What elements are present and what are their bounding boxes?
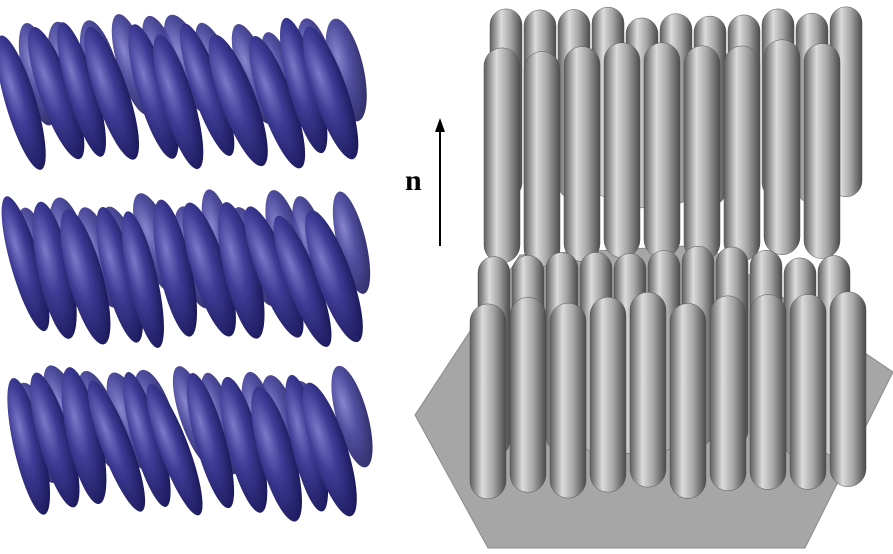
arrow-head	[435, 118, 445, 132]
rod	[644, 43, 680, 258]
rod	[630, 292, 666, 487]
smectic-a-rods	[470, 7, 866, 499]
rod	[510, 297, 546, 492]
page: n (() => { const data = JSON.parse(docum…	[0, 0, 893, 554]
rod	[484, 48, 520, 263]
rod	[710, 296, 746, 491]
director-label: n	[405, 164, 422, 197]
rod	[590, 297, 626, 492]
smectic-c-ellipsoids	[0, 9, 381, 526]
rod	[830, 292, 866, 487]
illustration: n	[0, 0, 893, 554]
rod	[790, 294, 826, 489]
rod	[670, 303, 706, 498]
rod	[564, 47, 600, 262]
rod	[604, 43, 640, 258]
rod	[804, 44, 840, 259]
rod	[764, 40, 800, 255]
rod	[524, 52, 560, 267]
rod	[724, 46, 760, 261]
rod	[550, 303, 586, 498]
rod	[750, 295, 786, 490]
rod	[684, 46, 720, 261]
rod	[470, 304, 506, 499]
